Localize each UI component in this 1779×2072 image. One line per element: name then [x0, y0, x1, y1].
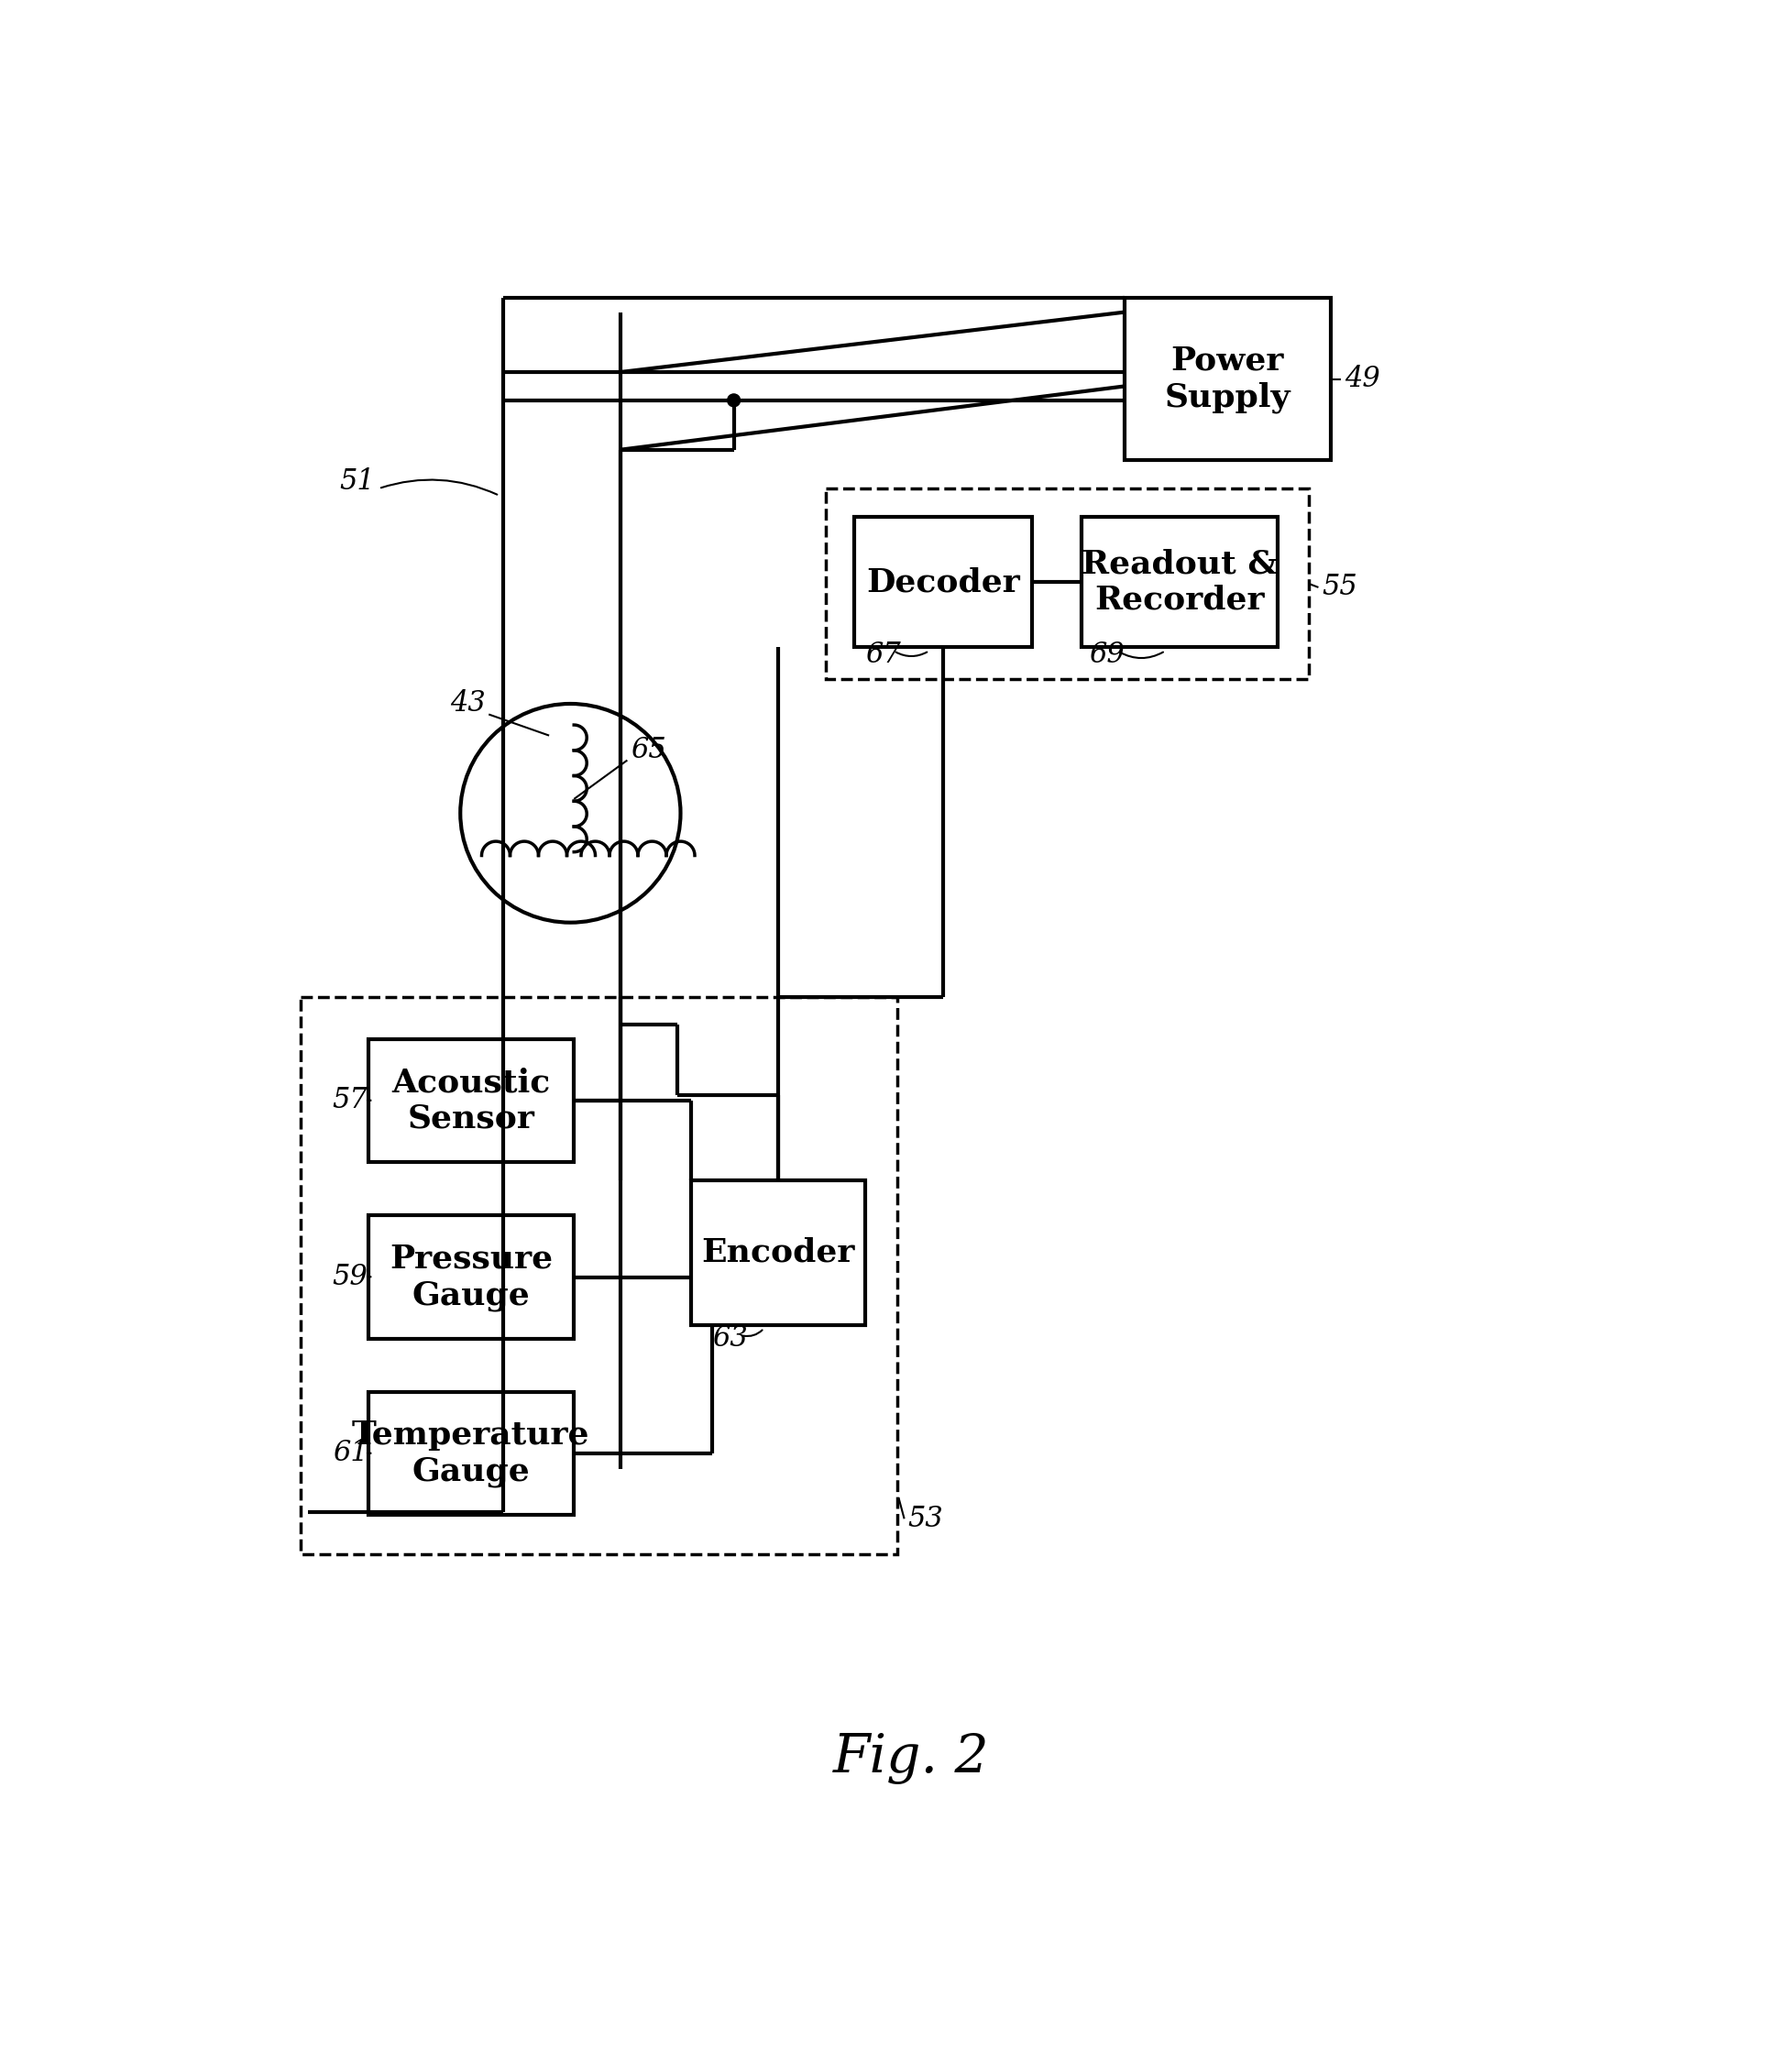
Text: 63: 63 — [713, 1324, 747, 1353]
Text: 65: 65 — [632, 736, 667, 765]
Text: 69: 69 — [1089, 640, 1124, 669]
Text: 61: 61 — [333, 1438, 368, 1467]
Text: 67: 67 — [865, 640, 900, 669]
Bar — [1082, 516, 1277, 646]
Text: 57: 57 — [333, 1086, 368, 1115]
Bar — [825, 489, 1309, 680]
Bar — [692, 1181, 865, 1324]
Text: Decoder: Decoder — [866, 566, 1019, 597]
Bar — [368, 1216, 575, 1339]
Text: Acoustic
Sensor: Acoustic Sensor — [391, 1067, 550, 1133]
Circle shape — [728, 394, 740, 406]
Bar — [1124, 298, 1331, 460]
Bar — [368, 1392, 575, 1515]
Text: 55: 55 — [1322, 574, 1357, 601]
Text: Encoder: Encoder — [701, 1237, 856, 1268]
Text: Fig. 2: Fig. 2 — [833, 1732, 989, 1784]
Text: 59: 59 — [333, 1262, 368, 1291]
Text: 49: 49 — [1345, 365, 1381, 394]
Text: 51: 51 — [340, 468, 375, 495]
Text: 43: 43 — [450, 690, 486, 719]
Bar — [368, 1038, 575, 1162]
Bar — [301, 997, 897, 1554]
Text: Temperature
Gauge: Temperature Gauge — [352, 1419, 591, 1488]
Text: Power
Supply: Power Supply — [1165, 346, 1290, 412]
Text: 53: 53 — [907, 1504, 943, 1533]
Text: Readout &
Recorder: Readout & Recorder — [1082, 549, 1277, 615]
Text: Pressure
Gauge: Pressure Gauge — [390, 1243, 553, 1312]
Bar — [854, 516, 1032, 646]
